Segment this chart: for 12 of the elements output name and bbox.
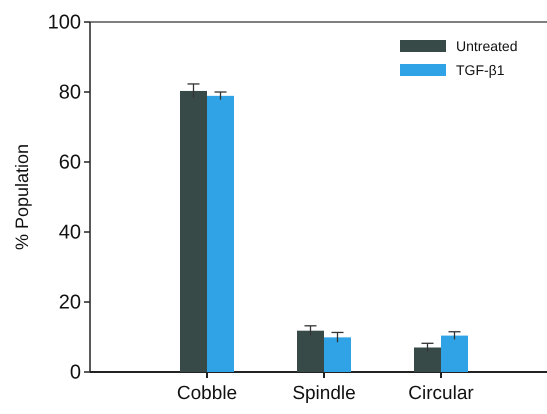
- y-tick-label: 80: [58, 81, 81, 104]
- y-tick-label: 60: [58, 151, 81, 174]
- x-tick-label: Spindle: [292, 383, 356, 404]
- y-tick-label: 100: [48, 11, 81, 34]
- y-axis-title: % Population: [12, 144, 32, 250]
- x-tick-label: Cobble: [176, 383, 238, 404]
- y-tick-label: 0: [70, 361, 81, 384]
- legend-label: Untreated: [456, 38, 518, 54]
- y-tick-label: 20: [58, 291, 81, 314]
- legend-label: TGF-β1: [456, 62, 505, 78]
- y-tick-label: 40: [58, 221, 81, 244]
- x-tick-label: Circular: [408, 383, 474, 404]
